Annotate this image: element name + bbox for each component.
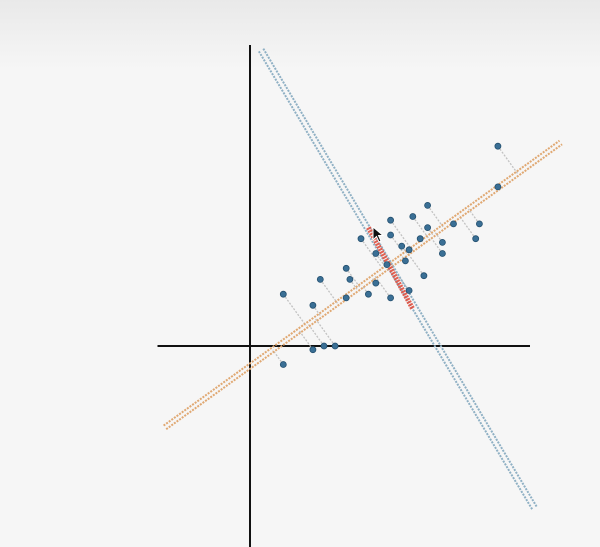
projection-line-31 bbox=[427, 205, 444, 228]
data-point-2 bbox=[331, 342, 339, 350]
projection-line-29 bbox=[390, 219, 413, 251]
data-point-8 bbox=[387, 294, 395, 302]
data-point-17 bbox=[405, 246, 413, 254]
data-point-12 bbox=[405, 287, 413, 294]
data-point-6 bbox=[342, 294, 350, 302]
projection-line-24 bbox=[360, 238, 385, 271]
data-point-9 bbox=[316, 275, 324, 283]
data-point-20 bbox=[398, 242, 406, 250]
data-point-16 bbox=[401, 257, 409, 265]
projection-line-3 bbox=[307, 323, 325, 347]
projection-line-25 bbox=[390, 234, 406, 256]
data-point-1 bbox=[309, 346, 317, 354]
projection-line-9 bbox=[319, 279, 338, 304]
data-point-18 bbox=[438, 250, 446, 257]
data-point-21 bbox=[416, 235, 424, 243]
data-point-14 bbox=[342, 264, 350, 272]
data-point-26 bbox=[424, 224, 432, 232]
orthogonal-axis-line-stroke-2 bbox=[262, 48, 538, 508]
data-point-22 bbox=[438, 238, 446, 246]
data-point-28 bbox=[475, 220, 483, 228]
data-point-3 bbox=[320, 342, 328, 350]
data-point-7 bbox=[364, 290, 372, 298]
data-point-10 bbox=[346, 275, 354, 283]
principal-axis-line-stroke-2 bbox=[163, 139, 561, 427]
data-point-25 bbox=[387, 231, 395, 239]
data-point-32 bbox=[494, 183, 502, 191]
projection-line-4 bbox=[282, 293, 307, 327]
projection-line-1 bbox=[298, 330, 314, 351]
orthogonal-axis-line-stroke-1 bbox=[258, 50, 534, 511]
projection-line-30 bbox=[412, 216, 429, 239]
data-point-4 bbox=[279, 290, 287, 298]
data-point-24 bbox=[357, 235, 365, 243]
principal-axis-line-stroke-1 bbox=[165, 143, 563, 431]
projection-line-28 bbox=[468, 208, 480, 225]
projection-line-2 bbox=[315, 318, 336, 347]
projection-line-8 bbox=[374, 275, 392, 299]
projection-line-13 bbox=[406, 252, 425, 277]
data-point-0 bbox=[279, 361, 287, 368]
data-point-5 bbox=[309, 301, 317, 309]
data-point-33 bbox=[494, 142, 502, 150]
mouse-pointer-icon bbox=[372, 226, 385, 243]
projection-line-5 bbox=[312, 304, 321, 316]
top-shading bbox=[0, 0, 600, 70]
data-point-31 bbox=[424, 201, 432, 209]
data-point-27 bbox=[450, 220, 457, 228]
highlight-segment bbox=[366, 226, 415, 311]
projection-line-33 bbox=[497, 145, 519, 174]
data-point-11 bbox=[372, 279, 380, 287]
data-point-19 bbox=[372, 250, 380, 257]
data-point-23 bbox=[472, 235, 480, 243]
data-point-15 bbox=[383, 261, 391, 269]
data-point-30 bbox=[409, 213, 417, 220]
data-point-13 bbox=[420, 272, 428, 280]
projection-line-23 bbox=[458, 215, 477, 240]
data-point-29 bbox=[387, 216, 395, 224]
projection-line-14 bbox=[345, 267, 361, 288]
